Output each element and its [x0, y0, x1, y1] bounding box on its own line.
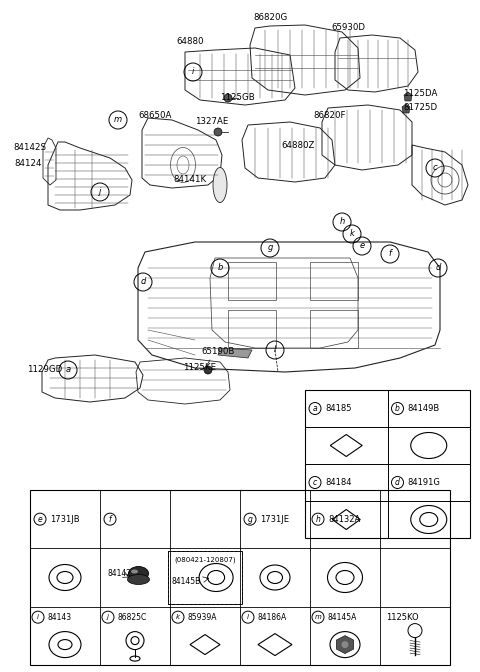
Text: f: f [388, 249, 392, 259]
Text: 1125DA: 1125DA [403, 89, 437, 99]
Text: m: m [114, 116, 122, 124]
Ellipse shape [129, 566, 148, 581]
Text: 1731JB: 1731JB [50, 515, 80, 523]
Text: 84141K: 84141K [173, 175, 206, 185]
Text: h: h [315, 515, 321, 523]
Text: 64880Z: 64880Z [281, 140, 315, 149]
Bar [30, 490, 450, 665]
Ellipse shape [128, 575, 149, 585]
Ellipse shape [131, 569, 138, 573]
Bar [228, 262, 276, 300]
Text: k: k [176, 614, 180, 620]
Circle shape [214, 128, 222, 136]
Text: h: h [339, 218, 345, 226]
Text: 85939A: 85939A [188, 613, 217, 622]
Text: 86820G: 86820G [253, 13, 287, 22]
Text: e: e [37, 515, 42, 523]
Bar [168, 551, 242, 603]
Text: 1125KO: 1125KO [386, 613, 419, 622]
Bar [305, 390, 470, 538]
Text: 65190B: 65190B [201, 347, 235, 357]
Text: b: b [395, 404, 400, 413]
Bar [310, 310, 358, 348]
Text: 84142: 84142 [108, 569, 132, 578]
Bar [228, 310, 276, 348]
Text: 1327AE: 1327AE [195, 118, 228, 126]
Circle shape [204, 366, 212, 374]
Polygon shape [218, 348, 252, 358]
Text: 84185: 84185 [325, 404, 351, 413]
Text: b: b [217, 263, 223, 273]
Text: 84143: 84143 [48, 613, 72, 622]
Text: 84142S: 84142S [13, 144, 47, 153]
Text: l: l [274, 345, 276, 355]
Text: 84186A: 84186A [258, 613, 287, 622]
Text: d: d [395, 478, 400, 487]
Text: 84145A: 84145A [328, 613, 358, 622]
Text: c: c [313, 478, 317, 487]
Text: a: a [65, 366, 71, 374]
Text: 1129GD: 1129GD [27, 366, 62, 374]
Text: 86820F: 86820F [314, 110, 346, 120]
Text: l: l [247, 614, 249, 620]
Text: 1125KE: 1125KE [183, 364, 216, 372]
Text: c: c [432, 163, 437, 173]
Text: 84145B: 84145B [172, 577, 201, 586]
Text: f: f [108, 515, 111, 523]
Text: k: k [349, 230, 354, 239]
Text: g: g [248, 515, 252, 523]
Text: 84191G: 84191G [408, 478, 440, 487]
Text: 81725D: 81725D [403, 103, 437, 112]
Text: 84124: 84124 [14, 159, 42, 167]
Ellipse shape [213, 167, 227, 202]
Text: 65930D: 65930D [331, 24, 365, 32]
Circle shape [224, 94, 232, 102]
Text: (080421-120807): (080421-120807) [174, 556, 236, 562]
Text: e: e [360, 241, 365, 251]
Text: i: i [37, 614, 39, 620]
Text: d: d [140, 278, 146, 286]
Text: 84149B: 84149B [408, 404, 440, 413]
Text: 1125GB: 1125GB [220, 93, 254, 103]
Text: 1731JE: 1731JE [260, 515, 289, 523]
Polygon shape [402, 104, 410, 113]
Text: d: d [435, 263, 441, 273]
Polygon shape [404, 92, 412, 101]
Text: a: a [312, 404, 317, 413]
Text: i: i [192, 67, 194, 77]
Polygon shape [336, 636, 354, 654]
Text: 86825C: 86825C [118, 613, 147, 622]
Text: 64880: 64880 [176, 38, 204, 46]
Text: m: m [314, 614, 322, 620]
Bar [168, 551, 242, 603]
Text: 84132A: 84132A [328, 515, 360, 523]
Text: j: j [99, 187, 101, 196]
Circle shape [341, 641, 348, 648]
Text: g: g [267, 243, 273, 253]
Text: j: j [107, 614, 109, 620]
Text: 68650A: 68650A [138, 110, 172, 120]
Bar [310, 262, 358, 300]
Text: 84184: 84184 [325, 478, 351, 487]
